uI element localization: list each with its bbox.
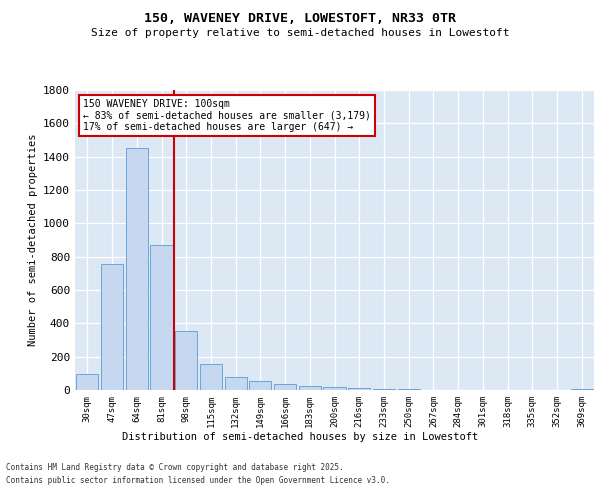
Bar [249,382,271,390]
Bar [348,388,370,390]
Bar [175,331,197,390]
Bar [101,264,123,390]
Bar [299,386,321,390]
Text: 150, WAVENEY DRIVE, LOWESTOFT, NR33 0TR: 150, WAVENEY DRIVE, LOWESTOFT, NR33 0TR [144,12,456,26]
Bar [76,374,98,390]
Bar [200,364,222,390]
Bar [571,389,593,390]
Bar [274,384,296,390]
Bar [224,376,247,390]
Y-axis label: Number of semi-detached properties: Number of semi-detached properties [28,134,38,346]
Bar [373,388,395,390]
Bar [151,246,173,390]
Text: Size of property relative to semi-detached houses in Lowestoft: Size of property relative to semi-detach… [91,28,509,38]
Text: Contains public sector information licensed under the Open Government Licence v3: Contains public sector information licen… [6,476,390,485]
Text: 150 WAVENEY DRIVE: 100sqm
← 83% of semi-detached houses are smaller (3,179)
17% : 150 WAVENEY DRIVE: 100sqm ← 83% of semi-… [83,99,371,132]
Text: Distribution of semi-detached houses by size in Lowestoft: Distribution of semi-detached houses by … [122,432,478,442]
Text: Contains HM Land Registry data © Crown copyright and database right 2025.: Contains HM Land Registry data © Crown c… [6,462,344,471]
Bar [323,387,346,390]
Bar [125,148,148,390]
Bar [398,389,420,390]
